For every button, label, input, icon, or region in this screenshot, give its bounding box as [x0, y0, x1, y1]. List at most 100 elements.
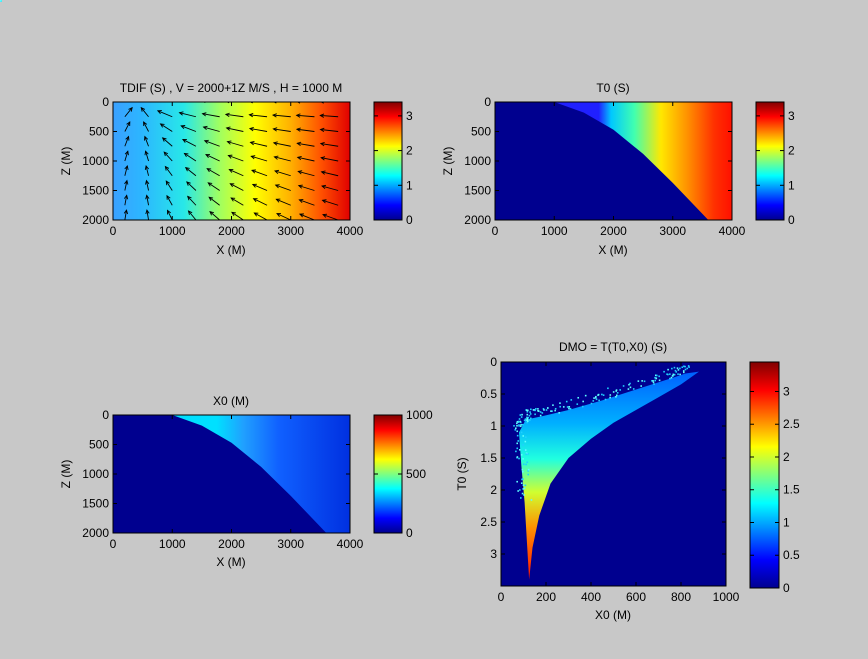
scatter-point — [522, 443, 524, 446]
vector-arrow — [124, 135, 130, 147]
scatter-point — [526, 416, 528, 419]
scatter-point — [518, 424, 520, 426]
scatter-point — [609, 396, 611, 399]
vector-arrow — [250, 155, 268, 162]
scatter-point — [521, 468, 524, 471]
y-tick-label: 2 — [490, 483, 497, 497]
scatter-point — [595, 398, 598, 401]
scatter-point — [520, 423, 522, 426]
scatter-point — [527, 409, 529, 412]
scatter-point — [595, 395, 597, 398]
y-tick-label: 2000 — [82, 526, 109, 540]
vector-arrow — [253, 212, 268, 220]
scatter-point — [640, 385, 642, 387]
vector-arrow — [144, 164, 149, 176]
y-tick-label: 1000 — [464, 154, 491, 168]
x-tick-label: 0 — [110, 224, 117, 238]
scatter-point — [518, 418, 521, 420]
scatter-point — [516, 442, 519, 445]
x0-xlabel: X (M) — [216, 555, 245, 569]
scatter-point — [629, 386, 632, 389]
vector-arrow — [140, 106, 149, 118]
scatter-point — [525, 436, 527, 438]
scatter-point — [655, 377, 658, 380]
vector-arrow — [298, 213, 315, 220]
scatter-point — [667, 373, 669, 376]
dmo-xlabel: X0 (M) — [595, 608, 631, 622]
scatter-point — [651, 380, 653, 382]
scatter-point — [565, 400, 568, 403]
y-tick-label: 3 — [490, 547, 497, 561]
vector-arrow — [166, 194, 173, 206]
colorbar-tick-label: 0.5 — [783, 548, 800, 562]
dmo-title: DMO = T(T0,X0) (S) — [559, 340, 667, 354]
colorbar-tick-label: 1 — [783, 515, 790, 529]
vector-arrow — [252, 198, 268, 206]
vector-arrow — [205, 154, 220, 162]
t0-xlabel: X (M) — [598, 243, 627, 257]
tdif-field — [113, 102, 350, 220]
scatter-point — [570, 399, 573, 401]
scatter-point — [524, 440, 527, 443]
scatter-point — [654, 376, 656, 379]
x-tick-label: 2000 — [218, 537, 245, 551]
scatter-point — [0, 0, 2, 2]
vector-arrow — [143, 121, 149, 132]
x-tick-label: 1000 — [541, 224, 568, 238]
x-tick-label: 4000 — [719, 224, 746, 238]
scatter-point — [527, 473, 530, 476]
scatter-point — [663, 370, 665, 373]
tdif-colorbar — [373, 101, 403, 221]
scatter-point — [569, 407, 572, 410]
scatter-point — [520, 431, 523, 434]
scatter-point — [576, 403, 579, 405]
scatter-point — [520, 482, 523, 484]
y-tick-label: 0.5 — [480, 387, 497, 401]
scatter-point — [516, 421, 519, 423]
x-tick-label: 0 — [110, 537, 117, 551]
vector-arrow — [320, 102, 339, 104]
scatter-point — [516, 456, 519, 458]
scatter-point — [515, 427, 517, 430]
t0-colorbar-ticks: 0 1 2 3 — [756, 109, 795, 227]
scatter-point — [530, 408, 532, 411]
vector-arrow — [161, 137, 173, 147]
panel-x0: X0 (M) 0 1000 2000 3000 4000 0 500 1000 1500 2000… — [59, 394, 433, 569]
scatter-point — [684, 368, 687, 371]
scatter-point — [521, 413, 523, 416]
scatter-point — [522, 488, 525, 490]
scatter-point — [615, 390, 617, 392]
x-tick-label: 0 — [498, 590, 505, 604]
vector-arrow — [272, 141, 291, 147]
y-tick-label: 1000 — [82, 154, 109, 168]
scatter-point — [520, 453, 523, 456]
scatter-point — [539, 411, 542, 413]
vector-arrow — [124, 150, 129, 162]
dmo-colorbar-ticks: 0 0.5 1 1.5 2 2.5 3 — [750, 384, 800, 595]
scatter-point — [682, 371, 685, 374]
scatter-point — [607, 387, 609, 390]
vector-arrow — [124, 164, 129, 176]
dmo-scatter-points — [0, 0, 690, 501]
scatter-point — [681, 366, 684, 369]
scatter-point — [669, 373, 671, 375]
scatter-point — [516, 447, 519, 450]
colorbar-tick-label: 3 — [788, 109, 795, 123]
vector-arrow — [145, 179, 150, 191]
x0-valid-region — [172, 415, 350, 533]
scatter-point — [590, 402, 593, 405]
vector-arrow — [225, 126, 244, 132]
scatter-point — [593, 397, 595, 399]
scatter-point — [525, 452, 528, 455]
y-tick-label: 2000 — [82, 213, 109, 227]
vector-arrow — [224, 112, 244, 118]
scatter-point — [629, 382, 631, 385]
scatter-point — [562, 406, 565, 408]
scatter-point — [683, 365, 685, 368]
y-tick-label: 1500 — [82, 184, 109, 198]
t0-ylabel: Z (M) — [441, 147, 455, 176]
scatter-point — [653, 383, 655, 385]
vector-arrow — [251, 169, 268, 177]
vector-arrow — [228, 168, 244, 177]
scatter-point — [632, 388, 635, 390]
